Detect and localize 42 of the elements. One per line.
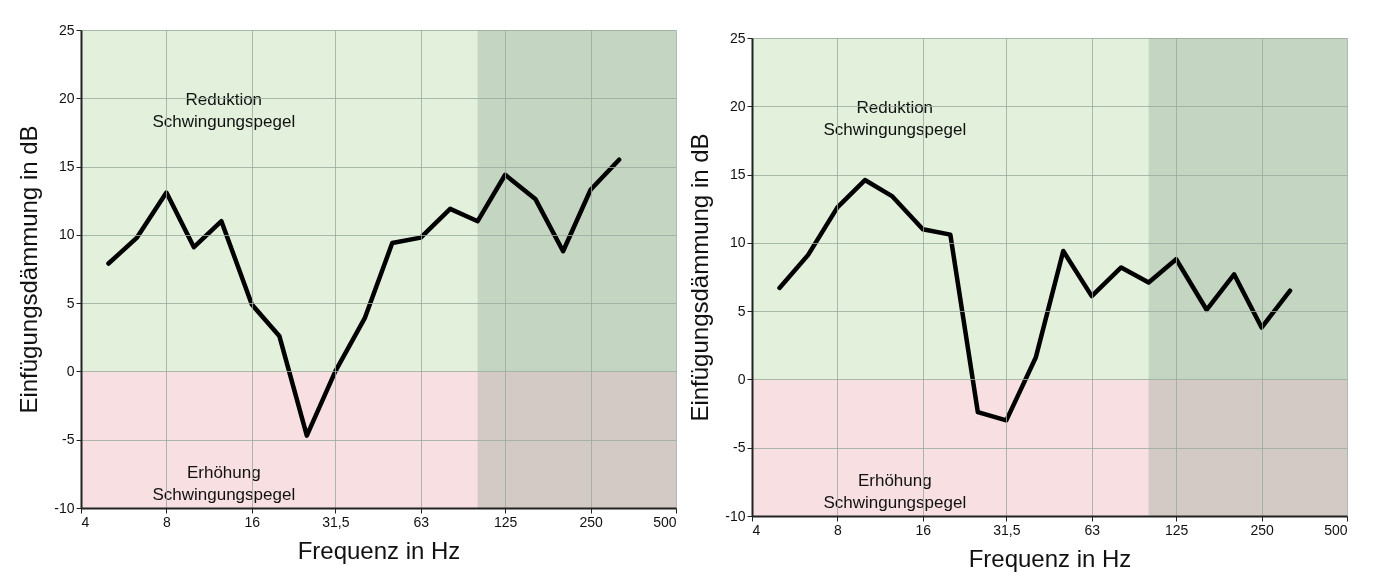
x-tick-label: 250 (579, 513, 603, 530)
x-tick-label: 500 (653, 513, 677, 530)
y-tick-label: 20 (58, 89, 75, 106)
x-tick-label: 8 (163, 513, 172, 530)
y-tick-label: -10 (725, 507, 746, 524)
x-tick-label: 31,5 (993, 521, 1021, 538)
band-label: Erhöhung Schwingungspegel (823, 471, 967, 512)
line-series (106, 157, 622, 438)
y-axis-title: Einfügungsdämmung in dB (15, 125, 43, 414)
x-tick-label: 63 (413, 513, 430, 530)
y-tick-label: -10 (54, 499, 75, 516)
y-tick-label: 10 (58, 226, 75, 243)
y-tick-label: 15 (58, 158, 75, 175)
x-tick-label: 500 (1324, 521, 1348, 538)
band-label: Reduktion Schwingungspegel (823, 98, 967, 139)
line-series (777, 177, 1293, 423)
y-axis-title: Einfügungsdämmung in dB (686, 133, 714, 422)
y-tick-label: 15 (729, 166, 746, 183)
x-tick-label: 63 (1084, 521, 1101, 538)
x-tick-label: 8 (834, 521, 843, 538)
y-tick-label: 25 (729, 29, 746, 46)
band-label: Erhöhung Schwingungspegel (152, 463, 296, 504)
x-tick-label: 31,5 (322, 513, 350, 530)
x-axis-title: Frequenz in Hz (297, 536, 461, 564)
y-tick-label: 20 (729, 97, 746, 114)
x-tick-label: 16 (915, 521, 932, 538)
y-tick-label: -5 (62, 431, 75, 448)
x-tick-label: 250 (1250, 521, 1274, 538)
x-tick-label: 16 (244, 513, 261, 530)
y-tick-label: 5 (737, 302, 746, 319)
x-tick-label: 4 (81, 513, 90, 530)
y-tick-label: -5 (733, 439, 746, 456)
x-axis-title: Frequenz in Hz (968, 544, 1132, 572)
y-tick-label: 0 (66, 362, 75, 379)
y-tick-label: 25 (58, 21, 75, 38)
x-tick-label: 125 (493, 513, 518, 530)
x-tick-label: 4 (752, 521, 761, 538)
x-tick-label: 125 (1164, 521, 1189, 538)
y-tick-label: 5 (66, 294, 75, 311)
y-tick-label: 0 (737, 370, 746, 387)
band-label: Reduktion Schwingungspegel (152, 90, 296, 131)
y-tick-label: 10 (729, 234, 746, 251)
